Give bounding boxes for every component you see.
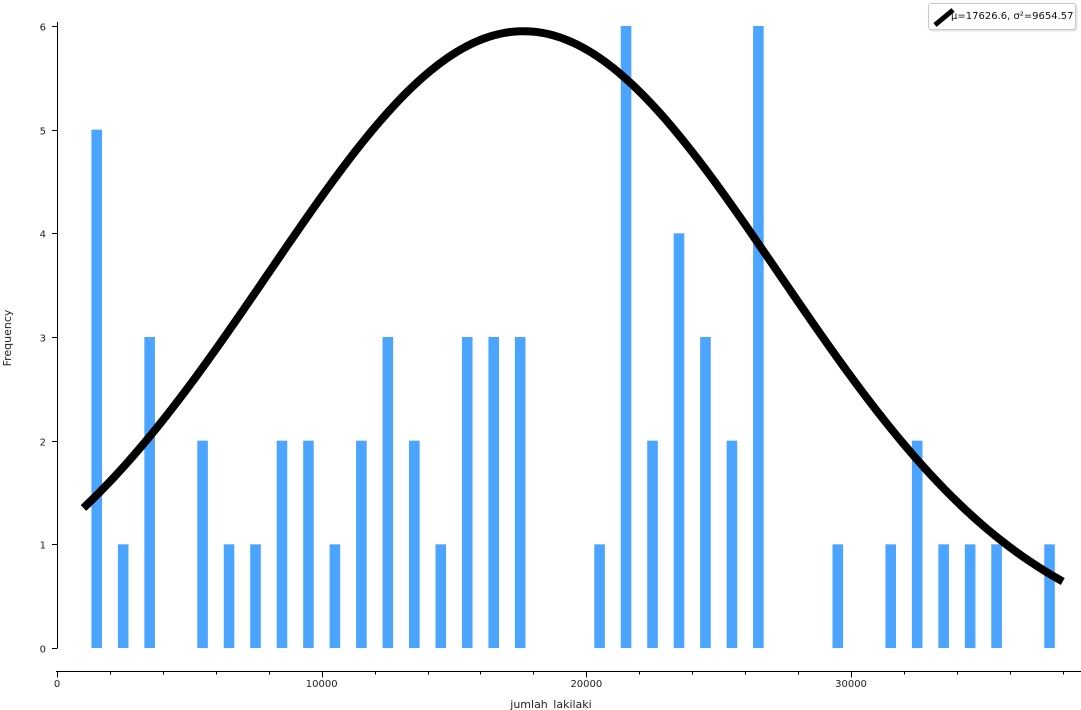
histogram-bar	[938, 544, 949, 648]
histogram-bar	[1044, 544, 1055, 648]
curve-layer	[80, 27, 1065, 585]
histogram-bar	[885, 544, 897, 648]
histogram-bar	[329, 544, 341, 648]
histogram-bar	[753, 26, 764, 648]
histogram-bar	[832, 544, 844, 648]
histogram-bar	[223, 544, 235, 648]
y-tick-label: 1	[40, 541, 46, 552]
histogram-bar	[488, 337, 500, 648]
histogram-bar	[911, 440, 923, 648]
histogram-bar	[726, 440, 738, 648]
histogram-bar	[673, 233, 685, 648]
x-axis-title: jumlah_lakilaki	[509, 698, 591, 710]
legend: μ=17626.6, σ²=9654.57	[928, 3, 1076, 30]
y-tick-label: 0	[40, 645, 46, 656]
x-tick-label: 20000	[570, 679, 602, 690]
histogram-bar	[620, 26, 632, 648]
y-axis-title: Frequency	[1, 309, 14, 366]
histogram-bar	[647, 440, 658, 648]
histogram-bar	[700, 337, 711, 648]
histogram-bar	[382, 337, 394, 648]
histogram-bar	[144, 337, 155, 648]
y-tick-label: 3	[40, 334, 46, 345]
y-tick-label: 4	[40, 230, 46, 241]
y-tick-label: 6	[40, 23, 46, 34]
histogram-bar	[435, 544, 447, 648]
histogram-bar	[276, 440, 288, 648]
y-tick-label: 2	[40, 438, 46, 449]
histogram-bar	[250, 544, 261, 648]
histogram-bar	[594, 544, 605, 648]
x-tick-label: 0	[54, 679, 60, 690]
histogram-bar	[303, 440, 314, 648]
normal-fit-curve	[80, 27, 1065, 585]
y-axis: 0 1 2 3 4 5 6	[40, 22, 58, 656]
histogram-bar	[117, 544, 129, 648]
histogram-bar	[409, 440, 420, 648]
bars-layer	[91, 26, 1055, 649]
x-tick-label: 10000	[306, 679, 338, 690]
histogram-bar	[964, 544, 976, 648]
x-axis: 0 10000 20000 30000	[54, 671, 1081, 690]
histogram-bar	[91, 129, 102, 649]
histogram-bar	[991, 544, 1002, 648]
legend-line-swatch-icon	[933, 8, 955, 27]
x-tick-label: 30000	[835, 679, 867, 690]
histogram-bar	[514, 337, 526, 648]
histogram-bar	[356, 440, 367, 648]
y-tick-label: 5	[40, 127, 46, 138]
histogram-bar	[461, 337, 473, 648]
histogram-bar	[197, 440, 208, 648]
legend-label: μ=17626.6, σ²=9654.57	[951, 11, 1074, 22]
